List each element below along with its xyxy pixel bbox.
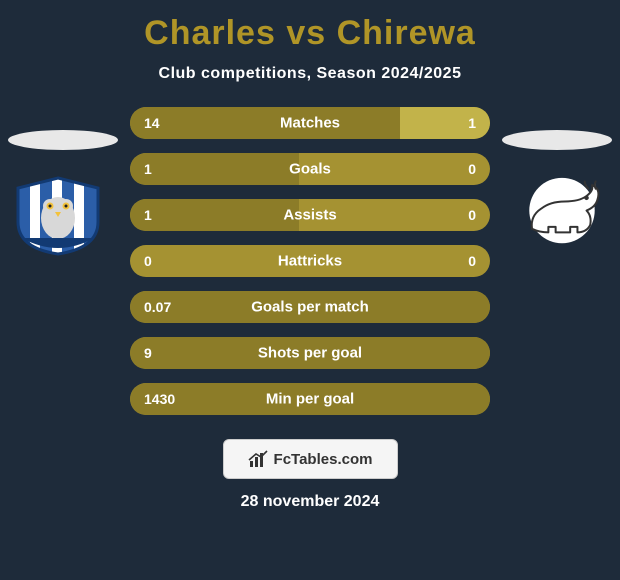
stat-label: Hattricks: [278, 253, 342, 270]
brand-badge[interactable]: FcTables.com: [223, 439, 398, 479]
stat-fill-left: [130, 199, 299, 231]
stat-row: 1430 Min per goal: [130, 383, 490, 415]
date-label: 28 november 2024: [0, 493, 620, 511]
brand-text: FcTables.com: [274, 451, 373, 468]
subtitle: Club competitions, Season 2024/2025: [0, 65, 620, 83]
stat-label: Min per goal: [266, 391, 354, 408]
stat-value-right: 0: [468, 207, 476, 223]
stat-row: 1 0 Assists: [130, 199, 490, 231]
stat-label: Assists: [283, 207, 336, 224]
stat-row: 1 0 Goals: [130, 153, 490, 185]
stat-fill-left: [130, 107, 400, 139]
stat-value-left: 9: [144, 345, 152, 361]
stat-label: Goals per match: [251, 299, 369, 316]
player-shadow-left: [8, 130, 118, 150]
stat-label: Matches: [280, 115, 340, 132]
stat-row: 0 0 Hattricks: [130, 245, 490, 277]
stat-label: Shots per goal: [258, 345, 362, 362]
stat-value-left: 0: [144, 253, 152, 269]
stat-row: 0.07 Goals per match: [130, 291, 490, 323]
sheffield-wednesday-icon: [8, 176, 108, 256]
stat-label: Goals: [289, 161, 331, 178]
stat-value-right: 1: [468, 115, 476, 131]
stat-fill-left: [130, 153, 299, 185]
stat-row: 9 Shots per goal: [130, 337, 490, 369]
stat-value-right: 0: [468, 253, 476, 269]
comparison-card: Charles vs Chirewa Club competitions, Se…: [0, 0, 620, 580]
stat-fill-right: [400, 107, 490, 139]
stat-value-left: 14: [144, 115, 160, 131]
page-title: Charles vs Chirewa: [0, 14, 620, 53]
club-crest-right: [512, 176, 612, 256]
chart-icon: [248, 449, 268, 469]
stat-value-right: 0: [468, 161, 476, 177]
stat-value-left: 0.07: [144, 299, 171, 315]
stat-row: 14 1 Matches: [130, 107, 490, 139]
player-shadow-right: [502, 130, 612, 150]
stat-value-left: 1: [144, 161, 152, 177]
stat-value-left: 1430: [144, 391, 175, 407]
stats-list: 14 1 Matches 1 0 Goals 1 0 Assists 0 0 Hattricks 0.0…: [130, 107, 490, 415]
club-crest-left: [8, 176, 108, 256]
stat-value-left: 1: [144, 207, 152, 223]
derby-county-icon: [512, 176, 612, 249]
